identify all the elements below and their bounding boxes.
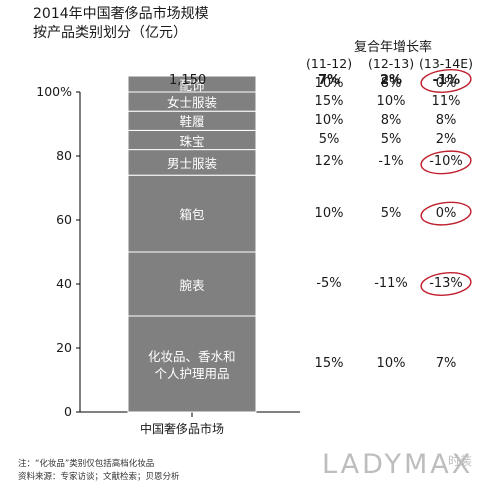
growth-rate-title: 复合年增长率 bbox=[354, 40, 433, 55]
y-tick-label: 80 bbox=[56, 148, 72, 163]
bar-segment bbox=[127, 149, 257, 176]
growth-value: 2% bbox=[435, 132, 457, 147]
bar-segment bbox=[127, 315, 257, 413]
highlight-circle bbox=[420, 201, 472, 226]
growth-value: 5% bbox=[318, 132, 340, 147]
growth-value: 10% bbox=[314, 112, 344, 128]
growth-value: 0% bbox=[435, 76, 457, 91]
total-label: 1,150 bbox=[169, 73, 207, 88]
segment-label: 珠宝 bbox=[179, 133, 205, 149]
growth-value: 5% bbox=[380, 205, 402, 221]
growth-value: 12% bbox=[314, 154, 344, 170]
y-tick-label: 40 bbox=[56, 276, 72, 291]
growth-value: -10% bbox=[429, 154, 463, 170]
segment-label: 鞋履 bbox=[179, 114, 205, 130]
growth-value: 15% bbox=[314, 93, 344, 109]
growth-value: 7% bbox=[435, 356, 457, 371]
segment-label: 箱包 bbox=[179, 207, 205, 223]
chart-subtitle: 按产品类别划分（亿元） bbox=[33, 25, 187, 41]
growth-period-header: (13-14E) bbox=[419, 56, 473, 71]
highlight-circle bbox=[420, 272, 472, 296]
growth-value: -13% bbox=[429, 276, 463, 291]
growth-period-header: (11-12) bbox=[306, 56, 353, 71]
logo-text: 时装 bbox=[448, 454, 473, 468]
growth-total-value: 7% bbox=[318, 73, 341, 88]
growth-total-value: -1% bbox=[432, 73, 460, 88]
highlight-circle bbox=[420, 150, 472, 175]
growth-value: 8% bbox=[380, 112, 402, 128]
growth-value: 5% bbox=[380, 132, 402, 147]
highlight-circle bbox=[420, 69, 472, 93]
footnote: 注：“化妆品”类别仅包括高档化妆品 bbox=[18, 459, 155, 469]
y-tick-label: 0 bbox=[64, 404, 72, 419]
growth-value: 0% bbox=[435, 205, 457, 221]
segment-label: 女士服装 bbox=[167, 95, 218, 111]
y-tick-label: 100% bbox=[36, 84, 72, 99]
x-axis-category-label: 中国奢侈品市场 bbox=[140, 422, 225, 436]
y-tick-label: 20 bbox=[56, 340, 72, 355]
growth-value: -11% bbox=[374, 276, 408, 291]
growth-value: 8% bbox=[380, 76, 402, 91]
watermark: LADYMAX bbox=[322, 449, 474, 480]
growth-value: 10% bbox=[314, 76, 344, 91]
growth-value: 10% bbox=[376, 93, 406, 109]
growth-value: -1% bbox=[378, 154, 404, 170]
growth-period-header: (12-13) bbox=[368, 56, 415, 71]
growth-value: 10% bbox=[314, 205, 344, 221]
growth-value: -5% bbox=[316, 276, 342, 291]
bar-segment bbox=[127, 174, 257, 253]
growth-total-value: 2% bbox=[380, 73, 403, 88]
segment-label: 男士服装 bbox=[167, 155, 218, 171]
bar-segment bbox=[127, 75, 257, 93]
y-tick-label: 60 bbox=[56, 212, 72, 227]
segment-label: 个人护理用品 bbox=[154, 366, 230, 381]
growth-value: 8% bbox=[435, 112, 457, 128]
source-note: 资料来源：专家访谈；文献检索；贝恩分析 bbox=[18, 472, 180, 482]
growth-value: 10% bbox=[376, 356, 406, 371]
growth-value: 11% bbox=[431, 93, 461, 109]
growth-value: 15% bbox=[314, 356, 344, 371]
bar-segment bbox=[127, 251, 257, 317]
segment-label: 化妆品、香水和 bbox=[148, 349, 236, 364]
chart-title: 2014年中国奢侈品市场规模 bbox=[33, 6, 209, 22]
segment-label: 配饰 bbox=[179, 77, 205, 93]
segment-label: 腕表 bbox=[179, 277, 205, 293]
